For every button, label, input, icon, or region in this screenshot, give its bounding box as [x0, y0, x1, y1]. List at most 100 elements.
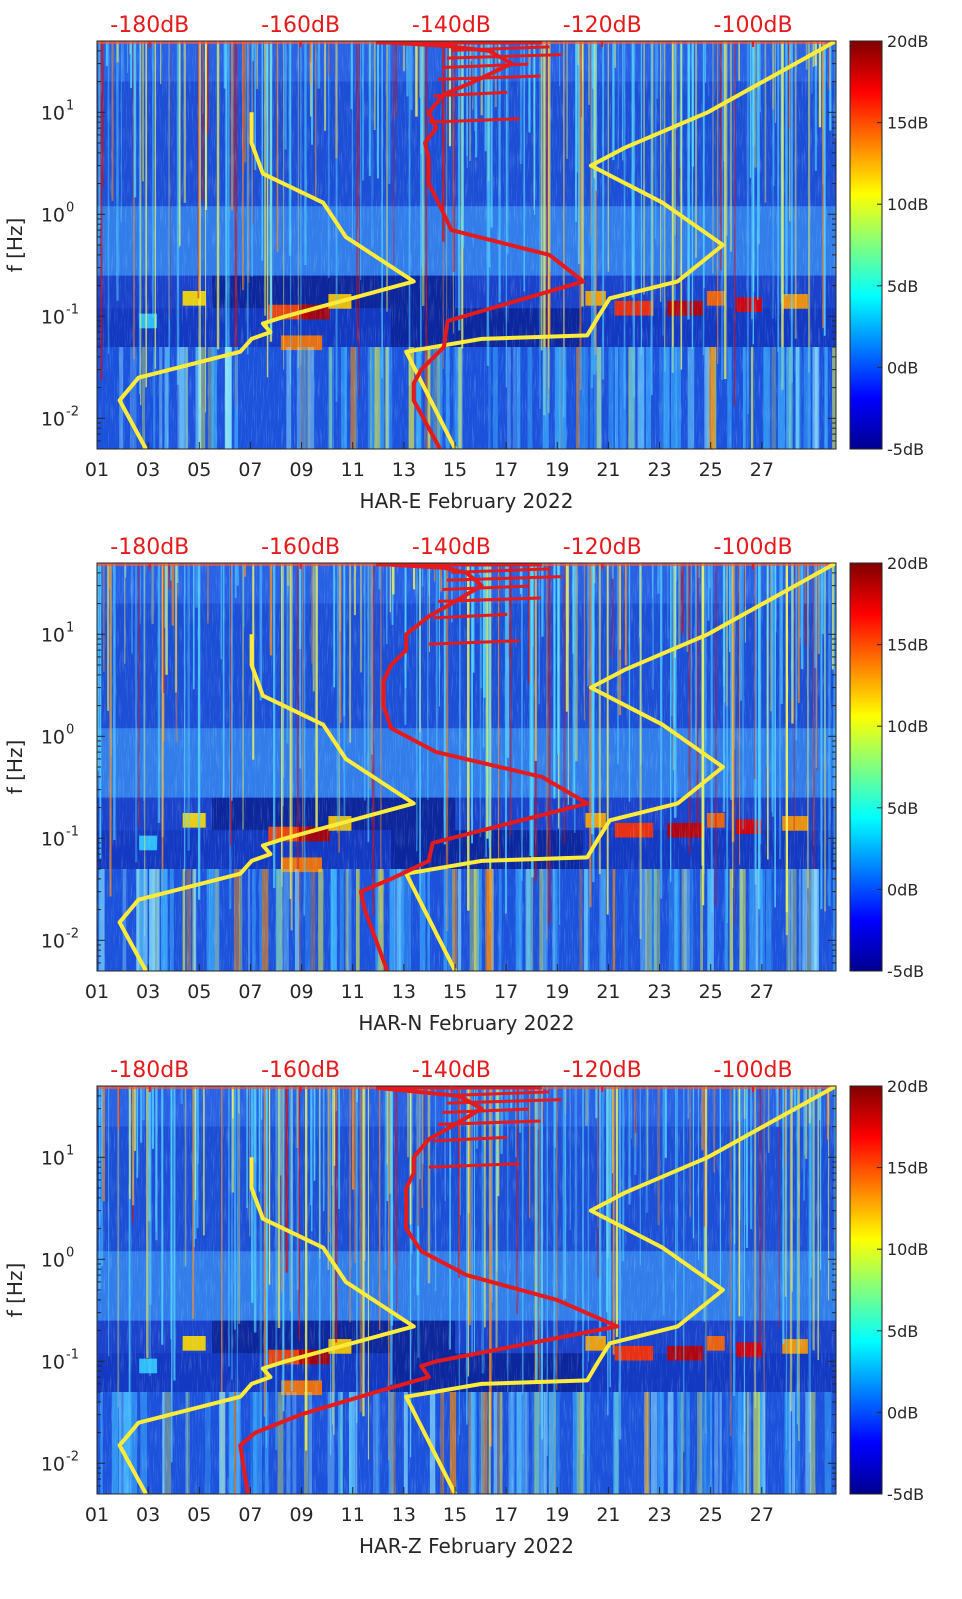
x-tick-label: 17 — [494, 981, 518, 1003]
y-axis-label: f [Hz] — [3, 218, 27, 273]
y-tick-exponent: 1 — [66, 620, 74, 635]
y-tick-exponent: 0 — [66, 1245, 74, 1260]
series-line-noise-model-low — [117, 634, 416, 971]
psd-spur — [442, 584, 529, 591]
series-line-median-psd — [358, 563, 590, 971]
psd-spur — [437, 596, 541, 603]
colorbar-label: 15dB — [887, 114, 929, 133]
y-tick-label: 10 — [41, 726, 65, 748]
spectrogram — [97, 563, 836, 971]
colorbar-label: 20dB — [887, 554, 929, 573]
x-tick-label: 27 — [750, 459, 774, 481]
series-line-noise-model-low — [117, 1157, 416, 1494]
x-tick-label: 03 — [136, 1504, 160, 1526]
colorbar-label: 0dB — [887, 1403, 918, 1422]
colorbar-label: 20dB — [887, 32, 929, 51]
y-tick-label: 10 — [41, 930, 65, 952]
x-tick-label: 23 — [647, 1504, 671, 1526]
x-tick-label: 07 — [238, 1504, 262, 1526]
x-tick-label: 19 — [545, 981, 569, 1003]
psd-spur — [433, 90, 508, 98]
psd-spur — [442, 1107, 529, 1114]
psd-spur — [446, 575, 562, 582]
x-axis-label: HAR-N February 2022 — [358, 1011, 574, 1035]
top-db-label: -120dB — [563, 13, 642, 38]
x-tick-label: 15 — [443, 1504, 467, 1526]
x-tick-label: 09 — [289, 981, 313, 1003]
top-db-label: -100dB — [714, 13, 793, 38]
y-axis-label: f [Hz] — [3, 740, 27, 795]
psd-spur — [428, 639, 520, 646]
top-db-label: -160dB — [261, 13, 340, 38]
top-db-label: -180dB — [110, 1058, 189, 1083]
x-tick-label: 03 — [136, 459, 160, 481]
x-tick-label: 17 — [494, 459, 518, 481]
x-tick-label: 15 — [443, 981, 467, 1003]
y-tick-exponent: 1 — [66, 1143, 74, 1158]
x-tick-label: 11 — [341, 1504, 365, 1526]
x-tick-label: 23 — [647, 459, 671, 481]
series-line-median-psd — [390, 41, 586, 449]
top-db-label: -140dB — [412, 1058, 491, 1083]
x-tick-label: 05 — [187, 981, 211, 1003]
y-tick-label: 10 — [41, 1453, 65, 1475]
y-tick-label: 10 — [41, 624, 65, 646]
y-tick-exponent: -1 — [66, 302, 79, 317]
colorbar-label: -5dB — [887, 1485, 924, 1504]
x-tick-label: 21 — [596, 459, 620, 481]
x-tick-label: 09 — [289, 459, 313, 481]
x-tick-label: 19 — [545, 459, 569, 481]
x-tick-label: 07 — [238, 459, 262, 481]
colorbar-label: 0dB — [887, 358, 918, 377]
psd-spur — [437, 74, 541, 81]
colorbar-label: 5dB — [887, 277, 918, 296]
x-axis-label: HAR-E February 2022 — [360, 489, 574, 513]
top-db-label: -180dB — [110, 13, 189, 38]
y-tick-label: 10 — [41, 1351, 65, 1373]
x-tick-label: 11 — [341, 981, 365, 1003]
colorbar-label: 10dB — [887, 717, 929, 736]
top-db-label: -160dB — [261, 1058, 340, 1083]
y-tick-label: 10 — [41, 102, 65, 124]
series-line-noise-model-high — [404, 563, 836, 971]
series-line-noise-model-low — [117, 112, 416, 449]
colorbar-label: 5dB — [887, 799, 918, 818]
x-tick-label: 05 — [187, 459, 211, 481]
y-tick-exponent: 0 — [66, 722, 74, 737]
x-tick-label: 01 — [85, 459, 109, 481]
x-tick-label: 13 — [392, 459, 416, 481]
x-tick-label: 05 — [187, 1504, 211, 1526]
x-tick-label: 27 — [750, 1504, 774, 1526]
y-tick-label: 10 — [41, 828, 65, 850]
top-db-label: -100dB — [714, 1058, 793, 1083]
colorbar-label: 20dB — [887, 1077, 929, 1096]
colorbar: 20dB 15dB 10dB 5dB 0dB -5dB — [849, 32, 929, 459]
y-tick-exponent: -2 — [66, 926, 79, 941]
y-tick-exponent: -1 — [66, 1347, 79, 1362]
x-tick-label: 15 — [443, 459, 467, 481]
x-tick-label: 25 — [699, 459, 723, 481]
x-tick-label: 03 — [136, 981, 160, 1003]
psd-spur — [451, 567, 550, 574]
x-tick-label: 27 — [750, 981, 774, 1003]
y-tick-label: 10 — [41, 204, 65, 226]
psd-spur — [433, 1135, 508, 1143]
x-tick-label: 13 — [392, 1504, 416, 1526]
x-tick-label: 01 — [85, 981, 109, 1003]
top-db-label: -120dB — [563, 535, 642, 560]
colorbar: 20dB 15dB 10dB 5dB 0dB -5dB — [849, 1077, 929, 1504]
top-db-label: -100dB — [714, 535, 793, 560]
series-line-noise-model-high — [404, 41, 836, 449]
x-tick-label: 19 — [545, 1504, 569, 1526]
x-tick-label: 25 — [699, 981, 723, 1003]
colorbar-label: 10dB — [887, 195, 929, 214]
x-tick-label: 17 — [494, 1504, 518, 1526]
x-tick-label: 21 — [596, 1504, 620, 1526]
psd-spur — [446, 53, 562, 60]
y-tick-exponent: -2 — [66, 404, 79, 419]
top-db-label: -140dB — [412, 13, 491, 38]
y-tick-label: 10 — [41, 408, 65, 430]
